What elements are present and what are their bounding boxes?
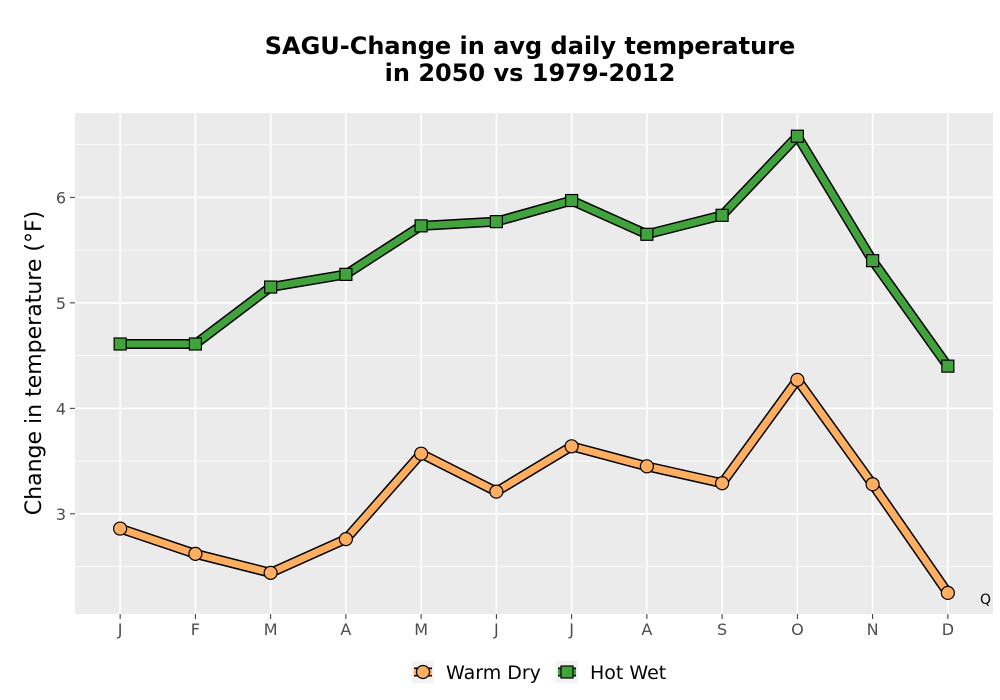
x-tick-label: N [867,620,879,639]
x-tick-label: J [568,620,574,639]
warm-dry-point [113,521,128,536]
hot-wet-point [640,227,654,241]
legend: Warm Dry Hot Wet [412,661,666,684]
x-tick-label: M [414,620,428,639]
legend-label-warm-dry: Warm Dry [446,662,541,684]
series-lines [115,131,953,598]
warm-dry-point [564,439,579,454]
x-tick-label: J [117,620,123,639]
legend-square-marker [560,665,574,679]
x-tick-label: M [264,620,278,639]
corner-mark: Q [980,592,991,608]
hot-wet-point [188,337,202,351]
warm-dry-point [188,546,203,561]
warm-dry-point [715,476,730,491]
hot-wet-point [339,267,353,281]
warm-dry-point [639,459,654,474]
hot-wet-point [264,280,278,294]
hot-wet-point [414,219,428,233]
warm-dry-point [263,565,278,580]
x-tick-label: D [942,620,954,639]
y-axis-ticks: 3 4 5 6 [56,188,75,524]
y-tick-label: 5 [56,294,66,313]
major-grid [75,113,993,614]
x-tick-label: F [191,620,200,639]
hot-wet-point [866,254,880,268]
x-tick-label: O [791,620,804,639]
warm-dry-point [940,585,955,601]
series-markers [113,129,955,601]
plot-panel [75,113,993,614]
hot-wet-point [565,193,579,208]
x-tick-label: A [340,620,351,639]
y-axis-title: Change in temperature (°F) [22,211,47,515]
warm-dry-point [865,477,880,492]
hot-wet-point [715,208,729,222]
hot-wet-point [941,359,955,373]
hot-wet-point [489,215,503,229]
y-tick-label: 3 [56,505,66,524]
warm-dry-line [116,376,952,597]
warm-dry-point [338,532,353,547]
hot-wet-point [790,129,804,143]
x-tick-label: A [641,620,652,639]
chart-title-line-2: in 2050 vs 1979-2012 [385,59,676,87]
hot-wet-line [116,132,952,370]
warm-dry-point [790,372,805,387]
x-tick-label: J [493,620,499,639]
hot-wet-point [113,337,127,351]
legend-circle-marker [415,664,431,680]
warm-dry-point [414,446,429,461]
y-tick-label: 4 [56,399,66,418]
legend-label-hot-wet: Hot Wet [590,662,666,684]
warm-dry-point [489,484,504,499]
chart-title-line-1: SAGU-Change in avg daily temperature [265,32,796,60]
y-tick-label: 6 [56,188,66,207]
x-tick-label: S [717,620,727,639]
